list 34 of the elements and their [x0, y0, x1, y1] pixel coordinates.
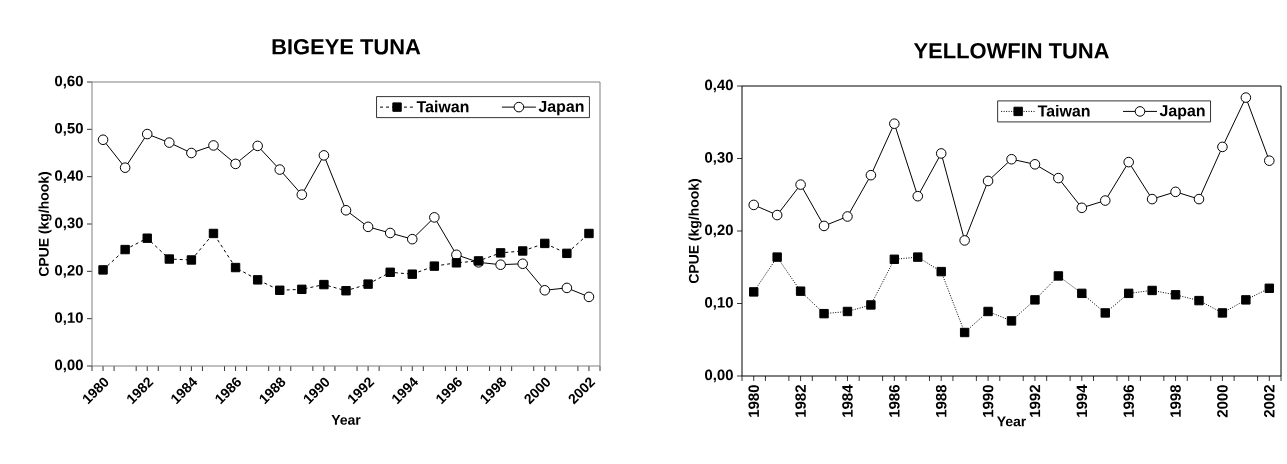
x-tick-label: 1982 [795, 385, 806, 417]
legend-label: Japan [1159, 105, 1205, 120]
y-tick-label: 0,60 [55, 75, 83, 89]
x-tick-label: 1986 [889, 385, 900, 417]
x-tick-label: 1984 [842, 384, 853, 417]
legend-label: Taiwan [416, 100, 469, 113]
x-tick-label: 1990 [982, 385, 994, 417]
y-tick-label: 0,30 [705, 152, 733, 165]
y-tick-label: 0,10 [705, 297, 733, 310]
y-tick-label: 0,40 [705, 79, 733, 93]
x-tick-label: 2002 [1264, 385, 1275, 418]
y-tick-label: 0,40 [55, 170, 83, 184]
x-axis-title: Year [331, 415, 361, 425]
y-tick-label: 0,20 [55, 264, 83, 278]
x-tick-label: 1996 [1123, 385, 1134, 417]
chart-title: BIGEYE TUNA [272, 38, 421, 55]
x-tick-label: 1994 [1076, 384, 1088, 417]
legend-label: Taiwan [1037, 104, 1090, 117]
y-tick-label: 0,30 [55, 217, 83, 231]
y-tick-label: 0,00 [55, 359, 83, 373]
y-tick-label: 0,00 [705, 369, 733, 383]
y-axis-title: CPUE (kg/hook) [688, 179, 702, 284]
chart-title: YELLOWFIN TUNA [913, 42, 1109, 59]
x-tick-label: 1992 [1029, 385, 1041, 417]
y-tick-label: 0,50 [55, 122, 83, 136]
x-axis-title: Year [997, 416, 1027, 427]
y-tick-label: 0,10 [55, 312, 83, 326]
legend-label: Japan [538, 100, 584, 116]
y-tick-label: 0,20 [705, 224, 733, 238]
y-axis-title: CPUE (kg/hook) [38, 172, 52, 277]
x-tick-label: 1988 [935, 384, 947, 417]
x-tick-label: 1980 [748, 385, 760, 417]
x-tick-label: 1998 [1170, 384, 1181, 417]
x-tick-label: 2000 [1217, 385, 1228, 418]
